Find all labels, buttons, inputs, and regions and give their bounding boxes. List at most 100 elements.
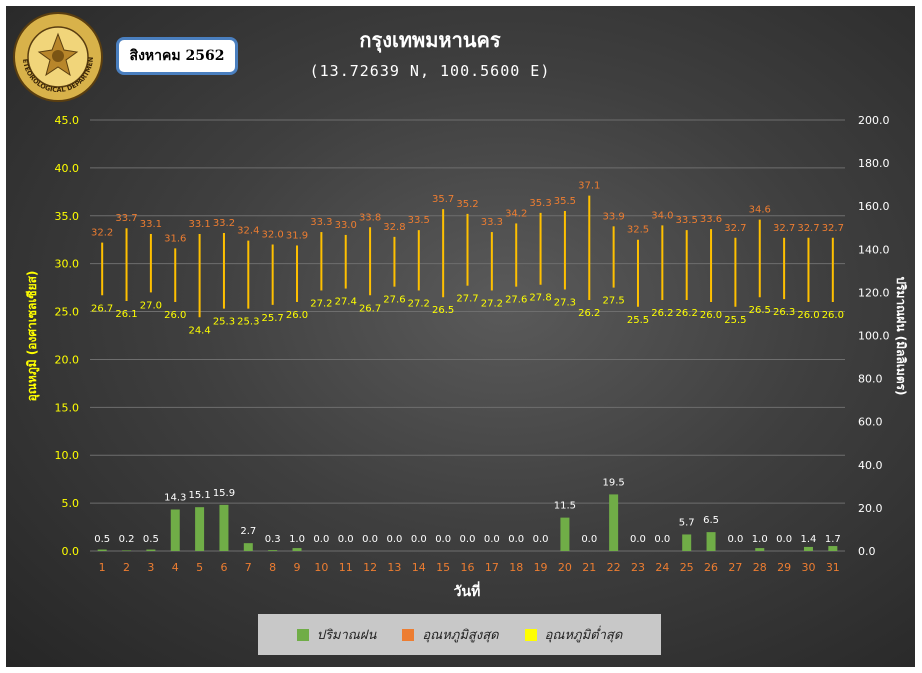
rain-value-label: 11.5 (554, 501, 576, 512)
rain-value-label: 6.5 (703, 515, 719, 526)
x-tick-label: 24 (655, 561, 669, 574)
tmax-value-label: 34.0 (651, 210, 673, 221)
tmax-value-label: 33.5 (408, 215, 430, 226)
x-tick-label: 30 (801, 561, 815, 574)
tmax-value-label: 35.7 (432, 194, 454, 205)
rain-bar (706, 532, 716, 551)
tmin-value-label: 27.2 (310, 298, 332, 309)
tmax-value-label: 33.1 (188, 219, 210, 230)
tmin-value-label: 26.2 (651, 308, 673, 319)
tmax-value-label: 34.6 (749, 205, 771, 216)
tmin-value-label: 26.7 (359, 303, 381, 314)
x-tick-label: 29 (777, 561, 791, 574)
tmax-value-label: 33.7 (115, 213, 137, 224)
x-tick-label: 1 (99, 561, 106, 574)
rain-value-label: 14.3 (164, 492, 186, 503)
rain-bar (243, 543, 253, 551)
y-left-tick-label: 10.0 (55, 449, 80, 462)
tmin-value-label: 27.6 (383, 295, 405, 306)
rain-value-label: 15.9 (213, 488, 235, 499)
tmin-value-label: 26.7 (91, 303, 113, 314)
rain-bar (146, 549, 156, 551)
x-tick-label: 31 (826, 561, 840, 574)
tmax-value-label: 35.2 (456, 199, 478, 210)
x-tick-label: 23 (631, 561, 645, 574)
tmax-value-label: 32.4 (237, 226, 259, 237)
y-axis-left-label: อุณหภูมิ (องศาเซลเซียส) (25, 271, 40, 402)
tmin-value-label: 25.5 (627, 315, 649, 326)
x-tick-label: 21 (582, 561, 596, 574)
rain-bar (609, 494, 619, 551)
tmin-value-label: 25.3 (213, 317, 235, 328)
y-left-tick-label: 0.0 (62, 545, 80, 558)
data-labels: 0.5 0.2 0.5 14.3 15.1 15.9 2.7 0.3 1.0 0.0 0.0 0.0 0… (91, 181, 844, 545)
chart-subtitle: (13.72639 N, 100.5600 E) (309, 62, 551, 80)
temperature-ranges (101, 195, 834, 318)
axes: 0.05.010.015.020.025.030.035.040.045.00.… (55, 114, 890, 574)
rain-value-label: 0.0 (776, 534, 792, 545)
y-right-tick-label: 140.0 (858, 243, 890, 256)
legend-item-tmax: อุณหภูมิสูงสุด (402, 624, 499, 645)
tmin-value-label: 26.0 (822, 310, 844, 321)
legend-item-tmin: อุณหภูมิต่ำสุด (524, 624, 622, 645)
x-tick-label: 4 (172, 561, 179, 574)
tmin-value-label: 25.7 (262, 313, 284, 324)
tmax-value-label: 32.5 (627, 225, 649, 236)
rain-value-label: 0.0 (581, 534, 597, 545)
y-left-tick-label: 5.0 (62, 497, 80, 510)
rain-bar (97, 549, 107, 551)
legend-label-rain: ปริมาณฝน (316, 628, 377, 643)
tmax-value-label: 32.2 (91, 228, 113, 239)
rain-value-label: 0.5 (94, 534, 110, 545)
rain-value-label: 1.4 (801, 534, 817, 545)
tmin-value-label: 27.2 (481, 298, 503, 309)
rain-value-label: 5.7 (679, 517, 695, 528)
y-right-tick-label: 200.0 (858, 114, 890, 127)
tmax-value-label: 32.7 (797, 223, 819, 234)
rain-value-label: 15.1 (188, 490, 210, 501)
tmax-value-label: 31.9 (286, 230, 308, 241)
x-tick-label: 16 (461, 561, 475, 574)
x-tick-label: 14 (412, 561, 426, 574)
rain-bar (292, 548, 302, 551)
y-left-tick-label: 45.0 (55, 114, 80, 127)
rain-value-label: 19.5 (602, 477, 624, 488)
y-right-tick-label: 120.0 (858, 286, 890, 299)
tmin-value-label: 25.3 (237, 317, 259, 328)
y-right-tick-label: 40.0 (858, 459, 883, 472)
tmin-value-label: 24.4 (188, 325, 210, 336)
tmin-value-label: 27.7 (456, 294, 478, 305)
rain-bar (268, 550, 278, 551)
x-tick-label: 12 (363, 561, 377, 574)
x-tick-label: 19 (534, 561, 548, 574)
legend-label-tmax: อุณหภูมิสูงสุด (422, 628, 499, 643)
rain-value-label: 1.0 (289, 534, 305, 545)
rain-value-label: 0.0 (362, 534, 378, 545)
tmax-value-label: 33.8 (359, 212, 381, 223)
rain-bar (122, 550, 132, 551)
tmin-value-label: 25.5 (724, 315, 746, 326)
rain-bar (828, 546, 838, 551)
chart-title: กรุงเทพมหานคร (359, 28, 501, 52)
rain-value-label: 0.3 (265, 534, 281, 545)
tmax-value-label: 33.6 (700, 214, 722, 225)
y-axis-right-label: ปริมาณฝน (มิลลิเมตร) (894, 276, 908, 395)
tmax-value-label: 33.3 (481, 217, 503, 228)
tmax-value-label: 33.1 (140, 219, 162, 230)
tmax-value-label: 32.7 (724, 223, 746, 234)
y-left-tick-label: 30.0 (55, 258, 80, 271)
tmin-value-label: 26.5 (749, 305, 771, 316)
x-tick-label: 17 (485, 561, 499, 574)
tmin-value-label: 26.0 (286, 310, 308, 321)
x-tick-label: 7 (245, 561, 252, 574)
tmax-value-label: 33.9 (602, 211, 624, 222)
y-left-tick-label: 25.0 (55, 306, 80, 319)
y-right-tick-label: 80.0 (858, 373, 883, 386)
rain-value-label: 0.0 (313, 534, 329, 545)
tmin-value-label: 27.4 (335, 297, 357, 308)
x-tick-label: 5 (196, 561, 203, 574)
legend-swatch-rain (296, 628, 309, 641)
rain-bars (97, 494, 838, 551)
x-tick-label: 20 (558, 561, 572, 574)
